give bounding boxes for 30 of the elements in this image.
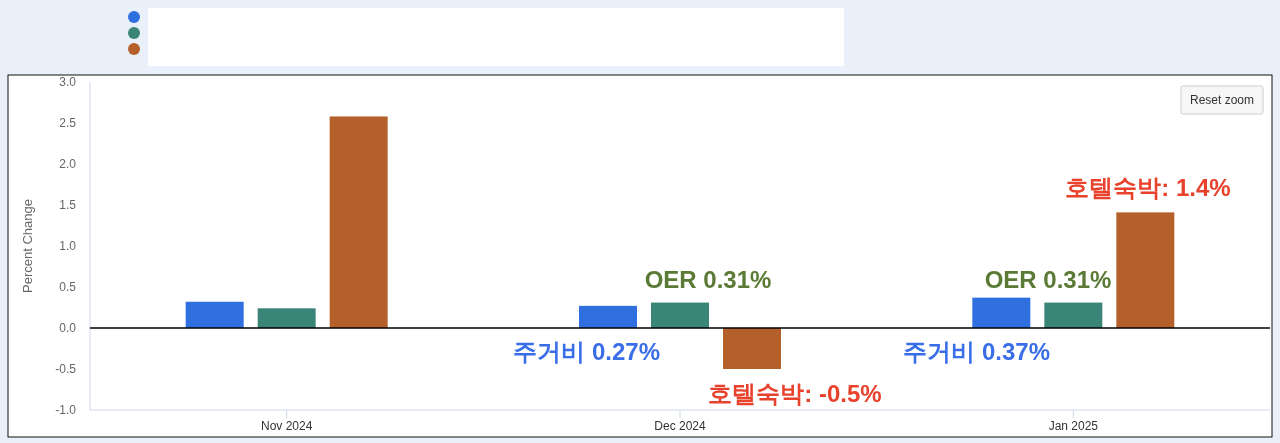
y-tick-label: 3.0 — [59, 75, 77, 89]
bar — [723, 328, 781, 369]
y-tick-label: 1.0 — [59, 239, 77, 253]
bar — [972, 297, 1031, 328]
y-tick-label: 1.5 — [59, 198, 77, 212]
annotation: 호텔숙박: 1.4% — [1065, 174, 1231, 201]
bar — [257, 308, 316, 328]
y-axis-title: Percent Change — [20, 199, 35, 293]
x-tick-label: Nov 2024 — [260, 419, 313, 433]
y-tick-label: 2.0 — [59, 157, 77, 171]
bar — [1116, 212, 1175, 328]
y-tick-label: -1.0 — [55, 403, 77, 417]
annotation: OER 0.31% — [644, 266, 772, 293]
annotation: 주거비 0.27% — [513, 338, 660, 365]
button: Reset zoom — [1180, 85, 1264, 115]
annotation: OER 0.31% — [984, 266, 1112, 293]
y-tick-label: 0.0 — [59, 321, 77, 335]
bar — [329, 116, 388, 328]
annotation: 주거비 0.37% — [903, 338, 1050, 365]
annotation: 호텔숙박: -0.5% — [708, 380, 882, 407]
y-tick-label: 2.5 — [59, 116, 77, 130]
y-tick-label: -0.5 — [55, 362, 77, 376]
bar — [185, 301, 244, 328]
bar — [1044, 302, 1103, 328]
x-tick-label: Dec 2024 — [654, 419, 707, 433]
bar — [579, 305, 637, 328]
x-tick-label: Jan 2025 — [1048, 419, 1099, 433]
bar — [651, 302, 709, 328]
annotation: Reset zoom — [1189, 93, 1255, 107]
y-tick-label: 0.5 — [59, 280, 77, 294]
